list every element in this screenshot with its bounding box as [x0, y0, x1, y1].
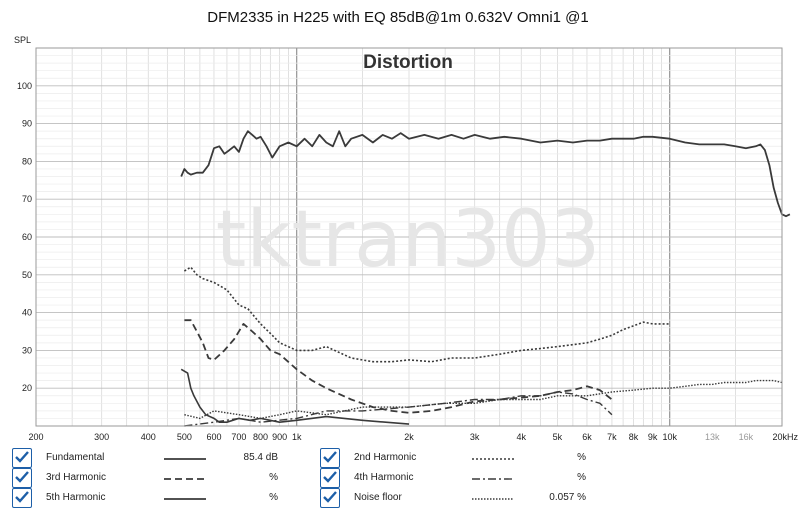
- check-icon: [323, 491, 337, 503]
- x-tick-label: 2k: [404, 432, 414, 442]
- x-tick-label: 700: [231, 432, 246, 442]
- check-icon: [15, 451, 29, 463]
- x-tick-label: 4k: [517, 432, 527, 442]
- x-tick-label: 1k: [292, 432, 302, 442]
- x-tick-label: 200: [28, 432, 43, 442]
- y-tick-label: 90: [22, 119, 32, 129]
- legend-label: 4th Harmonic: [354, 472, 414, 483]
- x-tick-label: 6k: [582, 432, 592, 442]
- y-axis-label: SPL: [14, 35, 31, 45]
- legend-line-sample: [164, 498, 206, 500]
- check-icon: [15, 491, 29, 503]
- chart-title: DFM2335 in H225 with EQ 85dB@1m 0.632V O…: [207, 9, 588, 26]
- x-tick-label: 600: [206, 432, 221, 442]
- series-lines: [180, 130, 791, 427]
- legend-value: %: [577, 472, 586, 483]
- 3rd-harmonic-checkbox[interactable]: [12, 468, 32, 488]
- x-tick-label: 9k: [648, 432, 658, 442]
- x-tick-label: 3k: [470, 432, 480, 442]
- series-4th-harmonic: [184, 391, 613, 427]
- legend-line-sample: [472, 458, 514, 460]
- check-icon: [323, 471, 337, 483]
- y-tick-label: 60: [22, 232, 32, 242]
- x-tick-label: 10k: [662, 432, 677, 442]
- legend-value: %: [269, 492, 278, 503]
- legend-line-sample: [472, 498, 514, 500]
- legend-line-sample: [472, 478, 514, 480]
- 2nd-harmonic-checkbox[interactable]: [320, 448, 340, 468]
- y-tick-label: 40: [22, 308, 32, 318]
- legend-label: 2nd Harmonic: [354, 452, 417, 463]
- y-tick-label: 70: [22, 194, 32, 204]
- series-2nd-harmonic: [183, 266, 670, 363]
- x-tick-label: 16k: [739, 432, 754, 442]
- legend-label: 5th Harmonic: [46, 492, 106, 503]
- y-tick-label: 80: [22, 156, 32, 166]
- legend-item-5th-harmonic: 5th Harmonic %: [12, 488, 312, 508]
- legend: Fundamental 85.4 dB 3rd Harmonic % 5th H…: [0, 446, 800, 512]
- series-noise-floor: [184, 379, 783, 420]
- tick-labels: 20 30 40 50 60 70 80 90 100 200 300 400 500 600 700 800…: [17, 81, 799, 442]
- series-fundamental: [180, 130, 791, 218]
- x-tick-label: 13k: [705, 432, 720, 442]
- x-tick-label: 20kHz: [772, 432, 798, 442]
- legend-label: Fundamental: [46, 452, 105, 463]
- legend-label: 3rd Harmonic: [46, 472, 107, 483]
- grid: [36, 48, 782, 426]
- 5th-harmonic-checkbox[interactable]: [12, 488, 32, 508]
- distortion-chart: DFM2335 in H225 with EQ 85dB@1m 0.632V O…: [14, 9, 799, 442]
- series-3rd-harmonic: [184, 319, 613, 414]
- chart-subtitle: Distortion: [363, 52, 453, 73]
- legend-value: %: [269, 472, 278, 483]
- watermark: tktran303: [216, 195, 601, 285]
- check-icon: [323, 451, 337, 463]
- x-tick-label: 900: [272, 432, 287, 442]
- legend-line-sample: [164, 458, 206, 460]
- legend-value: 85.4 dB: [243, 452, 278, 463]
- x-tick-label: 8k: [629, 432, 639, 442]
- y-tick-label: 30: [22, 345, 32, 355]
- y-tick-label: 20: [22, 383, 32, 393]
- legend-item-2nd-harmonic: 2nd Harmonic %: [320, 448, 620, 468]
- y-tick-label: 100: [17, 81, 32, 91]
- legend-label: Noise floor: [354, 492, 402, 503]
- x-tick-label: 500: [177, 432, 192, 442]
- legend-item-fundamental: Fundamental 85.4 dB: [12, 448, 312, 468]
- 4th-harmonic-checkbox[interactable]: [320, 468, 340, 488]
- x-tick-label: 7k: [607, 432, 617, 442]
- plot-frame: [35, 47, 783, 427]
- legend-item-3rd-harmonic: 3rd Harmonic %: [12, 468, 312, 488]
- legend-value: 0.057 %: [549, 492, 586, 503]
- legend-item-4th-harmonic: 4th Harmonic %: [320, 468, 620, 488]
- x-tick-label: 5k: [553, 432, 563, 442]
- series-5th-harmonic: [180, 368, 410, 425]
- check-icon: [15, 471, 29, 483]
- legend-line-sample: [164, 478, 206, 480]
- x-tick-label: 400: [141, 432, 156, 442]
- noise-floor-checkbox[interactable]: [320, 488, 340, 508]
- x-tick-label: 300: [94, 432, 109, 442]
- x-tick-label: 800: [253, 432, 268, 442]
- legend-value: %: [577, 452, 586, 463]
- fundamental-checkbox[interactable]: [12, 448, 32, 468]
- legend-item-noise-floor: Noise floor 0.057 %: [320, 488, 620, 508]
- y-tick-label: 50: [22, 270, 32, 280]
